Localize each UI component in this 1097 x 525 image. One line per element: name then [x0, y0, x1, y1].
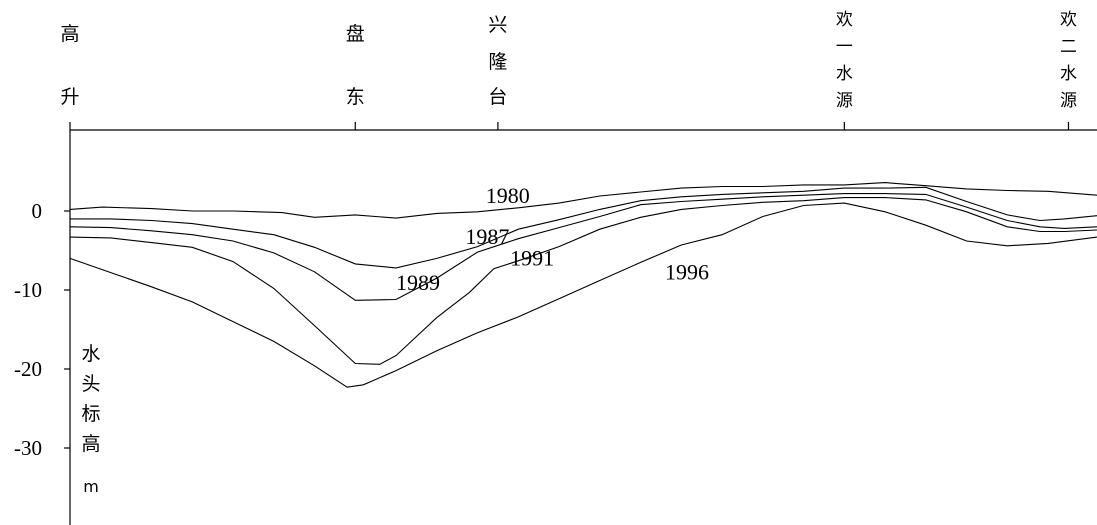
- station-char: 一: [836, 37, 853, 57]
- station-char: 欢: [836, 10, 853, 30]
- station-char: 升: [60, 86, 79, 108]
- series-line-1996: [69, 202, 1097, 388]
- station-label: 兴隆台: [488, 14, 507, 130]
- y-tick-label: 0: [32, 199, 43, 223]
- series-lines: [69, 182, 1097, 388]
- series-line-1989: [69, 193, 1097, 301]
- y-label-char: 头: [81, 373, 100, 395]
- series-label-1987: 1987: [465, 224, 509, 249]
- station-char: 东: [346, 86, 365, 108]
- series-line-1991: [69, 197, 1097, 365]
- station-char: 源: [1060, 91, 1077, 111]
- y-label-char: m: [83, 477, 99, 496]
- series-label-1991: 1991: [510, 246, 554, 271]
- series-labels: 1980 1987 1989 1991 1996: [396, 183, 709, 295]
- series-line-1987: [70, 186, 1097, 269]
- station-char: 盘: [346, 23, 365, 45]
- y-tick-label: -10: [14, 278, 42, 302]
- station-char: 高: [60, 23, 79, 45]
- station-char: 源: [836, 91, 853, 111]
- y-label-char: 水: [81, 343, 100, 365]
- series-label-1996: 1996: [665, 260, 709, 285]
- station-char: 水: [836, 64, 853, 84]
- station-label: 高升: [60, 23, 80, 130]
- y-label-char: 高: [81, 433, 100, 455]
- station-label: 盘东: [346, 23, 365, 130]
- y-ticks: 0 -10 -20 -30: [14, 199, 70, 460]
- station-char: 台: [488, 86, 507, 108]
- station-char: 欢: [1060, 10, 1077, 30]
- station-char: 兴: [488, 14, 507, 36]
- y-tick-label: -20: [14, 357, 42, 381]
- station-char: 隆: [488, 51, 507, 73]
- series-label-1980: 1980: [486, 183, 530, 208]
- station-char: 水: [1060, 64, 1077, 84]
- y-label-char: 标: [81, 403, 100, 425]
- axes: [69, 129, 1097, 525]
- series-line-1980: [69, 182, 1097, 219]
- station-char: 二: [1060, 37, 1077, 57]
- series-label-1989: 1989: [396, 270, 440, 295]
- y-tick-label: -30: [14, 436, 42, 460]
